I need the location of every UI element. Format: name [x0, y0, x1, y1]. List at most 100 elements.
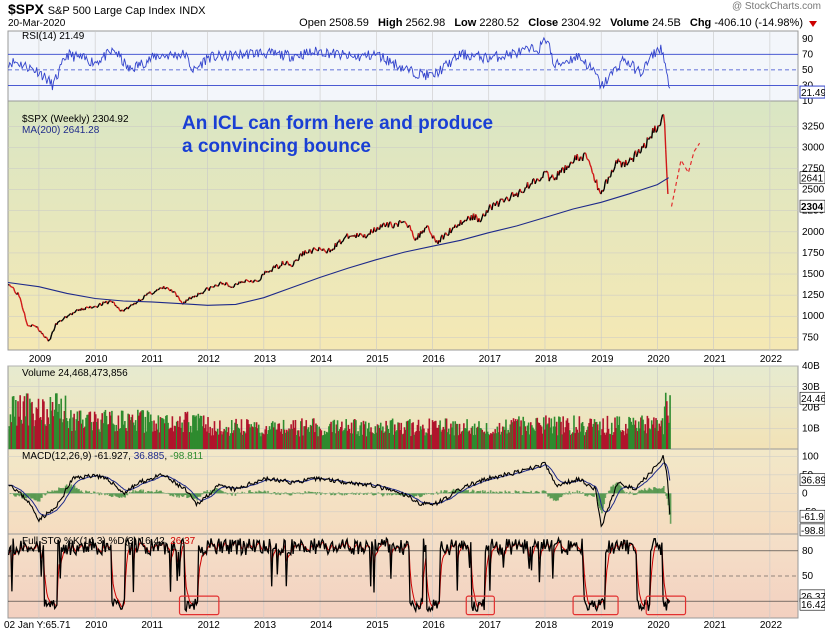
macd-histogram-bar: [471, 489, 474, 494]
volume-bar: [419, 426, 422, 449]
volume-bar: [569, 434, 572, 449]
volume-bar: [164, 423, 166, 449]
price-segment: [572, 161, 575, 164]
macd-histogram-bar: [334, 493, 337, 496]
volume-bar: [443, 429, 446, 449]
volume-bar: [16, 425, 18, 449]
price-segment: [486, 209, 490, 213]
price-segment: [370, 229, 373, 233]
macd-histogram-bar: [403, 493, 405, 497]
volume-bar: [571, 433, 573, 449]
macd-histogram-bar: [547, 493, 549, 497]
volume-bar: [220, 431, 222, 449]
volume-bar: [456, 423, 459, 449]
price-segment: [197, 292, 200, 295]
volume-bar: [439, 420, 441, 449]
volume-bar: [43, 401, 45, 449]
volume-bar: [549, 427, 552, 449]
volume-bar: [343, 429, 345, 449]
macd-histogram-bar: [558, 493, 561, 498]
price-segment: [155, 288, 158, 292]
volume-bar: [586, 429, 588, 449]
volume-bar: [657, 430, 659, 449]
macd-histogram-bar: [42, 493, 44, 494]
volume-bar: [37, 398, 40, 449]
price-segment: [203, 290, 206, 293]
volume-bar: [175, 421, 178, 449]
price-segment: [567, 164, 571, 169]
volume-bar: [369, 431, 371, 449]
volume-bar: [524, 426, 527, 449]
price-tick-label: 1250: [802, 290, 825, 301]
volume-bar: [424, 435, 426, 449]
macd-histogram-bar: [574, 492, 576, 494]
macd-histogram-bar: [92, 491, 95, 494]
macd-histogram-bar: [397, 493, 400, 496]
volume-bar: [98, 429, 100, 449]
macd-histogram-bar: [61, 488, 64, 494]
price-segment: [12, 286, 15, 289]
macd-histogram-bar: [98, 493, 101, 496]
macd-histogram-bar: [161, 492, 164, 494]
volume-bar: [479, 428, 481, 449]
volume-bar: [348, 428, 351, 449]
volume-bar: [507, 429, 509, 449]
price-tick-label: 3250: [802, 121, 825, 132]
volume-last-value-box: [799, 391, 825, 405]
macd-histogram-bar: [131, 492, 133, 494]
macd-histogram-bar: [225, 492, 228, 494]
price-segment: [662, 114, 666, 125]
volume-bar: [587, 426, 589, 449]
macd-histogram-bar: [71, 486, 74, 494]
price-segment: [319, 248, 322, 251]
macd-histogram-bar: [367, 492, 369, 494]
volume-bar: [408, 420, 410, 449]
volume-bar: [629, 417, 631, 449]
price-segment: [170, 289, 174, 293]
macd-histogram-bar: [217, 489, 220, 494]
volume-bar: [473, 423, 476, 449]
macd-histogram-bar: [603, 493, 606, 505]
macd-histogram-bar: [118, 493, 121, 498]
volume-bar: [213, 421, 216, 449]
macd-histogram-bar: [80, 490, 83, 494]
volume-bar: [420, 429, 423, 449]
volume-bar: [314, 432, 316, 449]
price-segment: [534, 180, 537, 185]
price-segment: [659, 119, 663, 126]
volume-bar: [536, 417, 539, 449]
volume-bar: [563, 432, 566, 449]
macd-histogram-bar: [208, 492, 211, 494]
macd-histogram-bar: [377, 492, 380, 494]
macd-histogram-bar: [610, 486, 612, 494]
macd-histogram-bar: [318, 492, 321, 494]
volume-bar: [457, 435, 460, 449]
volume-bar: [381, 430, 383, 449]
price-segment: [217, 284, 220, 287]
price-last-value-label: 2641: [801, 174, 824, 185]
macd-histogram-bar: [587, 493, 590, 496]
macd-histogram-bar: [415, 493, 418, 497]
macd-histogram-bar: [517, 491, 520, 494]
volume-bar: [615, 427, 617, 449]
volume-bar: [365, 436, 368, 449]
price-segment: [587, 159, 590, 162]
price-segment: [74, 309, 77, 313]
macd-histogram-bar: [226, 493, 229, 495]
volume-bar: [342, 431, 344, 449]
price-segment: [222, 282, 225, 286]
volume-bar: [472, 435, 475, 449]
macd-histogram-bar: [18, 493, 21, 497]
macd-histogram-bar: [324, 493, 327, 495]
price-segment: [278, 265, 281, 269]
volume-bar: [366, 428, 369, 449]
volume-bar: [545, 415, 547, 449]
volume-bar: [154, 430, 156, 449]
macd-histogram-bar: [141, 491, 143, 494]
macd-histogram-bar: [168, 493, 170, 495]
macd-histogram-bar: [351, 492, 354, 494]
macd-histogram-bar: [395, 493, 398, 496]
price-segment: [34, 325, 37, 328]
macd-histogram-bar: [255, 491, 258, 494]
price-segment: [209, 286, 212, 288]
